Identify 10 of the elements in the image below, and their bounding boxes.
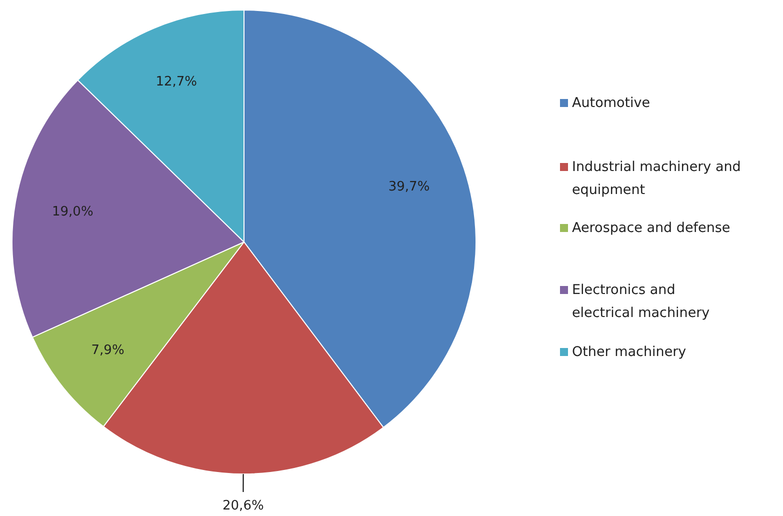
data-label: 12,7% bbox=[156, 74, 197, 90]
legend-label: Aerospace and defense bbox=[572, 220, 730, 236]
data-label: 39,7% bbox=[388, 179, 430, 194]
legend-label: Industrial machinery and equipment bbox=[572, 158, 741, 198]
data-label: 7,9% bbox=[91, 342, 124, 358]
legend-label: Other machinery bbox=[572, 344, 686, 360]
data-label: 20,6% bbox=[222, 498, 264, 514]
legend-label: Automotive bbox=[572, 94, 650, 111]
legend-label: Electronics and electrical machinery bbox=[572, 282, 710, 321]
data-label: 19,0% bbox=[52, 204, 94, 220]
